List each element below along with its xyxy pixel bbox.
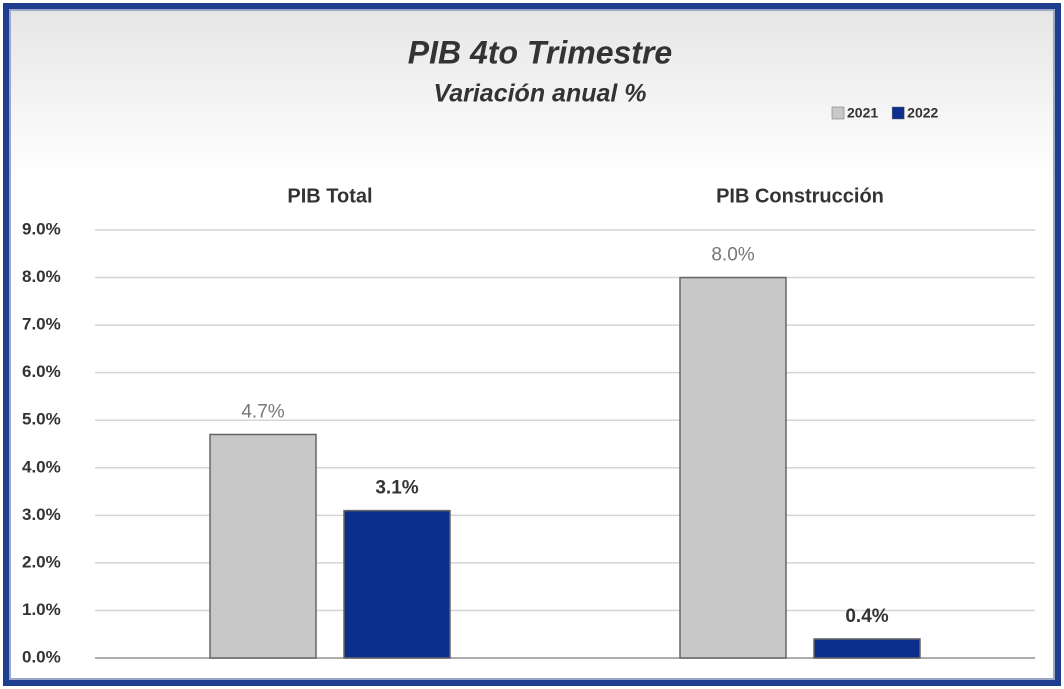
y-tick-label: 1.0% xyxy=(22,600,61,619)
y-tick-label: 3.0% xyxy=(22,505,61,524)
legend-label: 2022 xyxy=(907,105,938,121)
legend-label: 2021 xyxy=(847,105,878,121)
data-label: 4.7% xyxy=(241,402,284,423)
data-label: 3.1% xyxy=(375,478,418,499)
bar xyxy=(343,509,451,659)
legend-swatch xyxy=(891,106,905,120)
y-tick-label: 2.0% xyxy=(22,552,61,571)
y-tick-label: 0.0% xyxy=(22,647,61,666)
y-tick-label: 8.0% xyxy=(22,267,61,286)
bar xyxy=(679,276,787,659)
data-label: 0.4% xyxy=(845,606,888,627)
legend-swatch xyxy=(831,106,845,120)
y-tick-label: 4.0% xyxy=(22,457,61,476)
bar xyxy=(813,638,921,659)
chart-area xyxy=(9,9,1055,680)
chart-title: PIB 4to Trimestre xyxy=(408,34,672,70)
y-tick-label: 9.0% xyxy=(22,219,61,238)
data-label: 8.0% xyxy=(711,245,754,266)
y-tick-label: 7.0% xyxy=(22,315,61,334)
y-tick-label: 5.0% xyxy=(22,410,61,429)
bar xyxy=(209,433,317,659)
y-tick-label: 6.0% xyxy=(22,362,61,381)
category-label: PIB Construcción xyxy=(716,185,884,207)
category-label: PIB Total xyxy=(287,185,372,207)
chart-subtitle: Variación anual % xyxy=(433,80,646,108)
